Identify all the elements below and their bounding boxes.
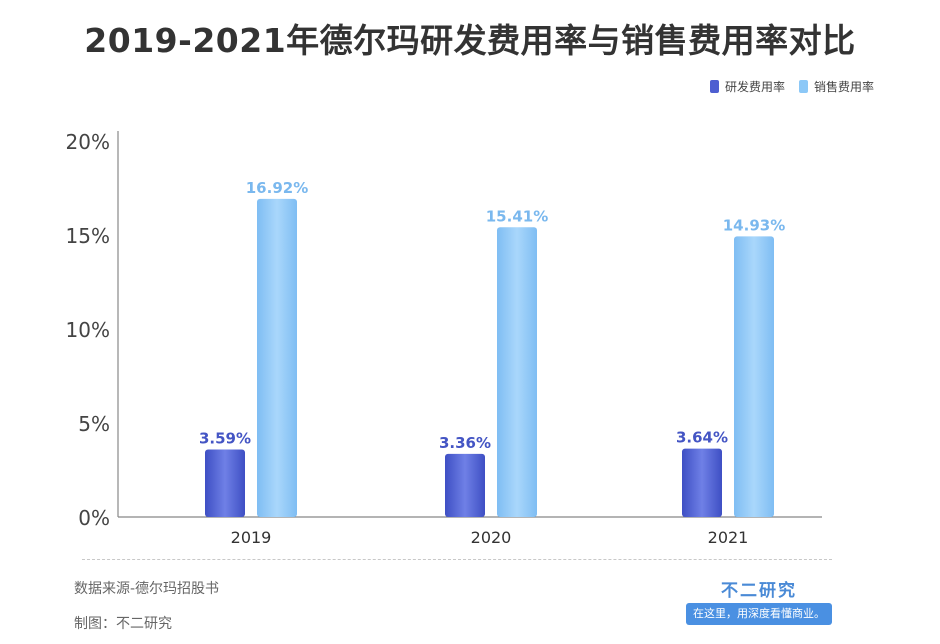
legend-swatch-sales [798,80,808,93]
y-tick-label: 20% [66,130,110,154]
bar-sales-2021 [734,236,774,518]
legend-swatch-rd [709,80,719,93]
bar-sales-2020 [497,227,537,518]
legend-item-sales: 销售费用率 [798,78,874,95]
data-label: 3.36% [439,434,491,452]
footer-divider [82,559,832,560]
data-label: 15.41% [486,207,548,225]
x-tick-label: 2019 [231,528,272,547]
chart-title: 2019-2021年德尔玛研发费用率与销售费用率对比 [84,21,856,60]
brand-slogan: 在这里，用深度看懂商业。 [686,603,832,625]
y-tick-label: 15% [66,224,110,248]
legend-label-rd: 研发费用率 [724,80,785,94]
data-label: 14.93% [723,216,785,234]
brand-logo: 不二研究 [721,581,797,601]
source-text: 数据来源-德尔玛招股书 [74,581,220,597]
legend-label-sales: 销售费用率 [813,80,874,94]
bar-rd-2020 [445,453,485,517]
bar-sales-2019 [257,198,297,518]
y-tick-label: 0% [78,506,110,530]
legend: 研发费用率 销售费用率 [709,78,874,95]
data-label: 3.59% [199,430,251,448]
legend-item-rd: 研发费用率 [709,78,785,95]
bar-rd-2019 [205,449,245,517]
y-tick-label: 5% [78,412,110,436]
data-label: 3.64% [676,429,728,447]
x-tick-label: 2020 [471,528,512,547]
bar-rd-2021 [682,448,722,517]
maker-text: 制图：不二研究 [74,616,172,632]
data-label: 16.92% [246,179,308,197]
x-tick-label: 2021 [708,528,749,547]
y-tick-label: 10% [66,318,110,342]
